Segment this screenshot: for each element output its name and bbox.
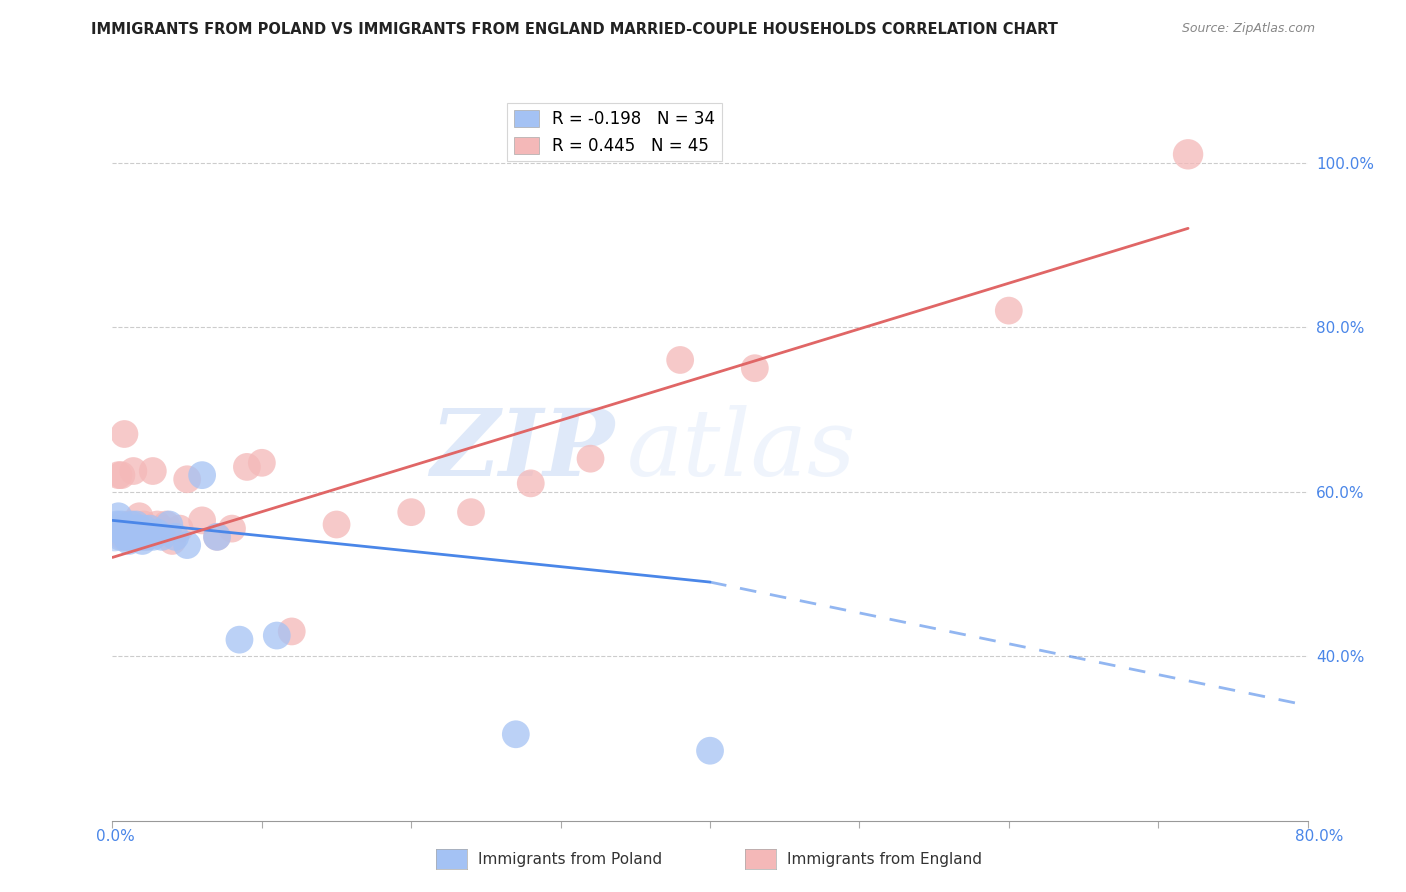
Point [139, 522, 162, 536]
Point [124, 530, 146, 544]
Point [114, 427, 135, 442]
Point [191, 468, 214, 483]
Point [117, 517, 139, 532]
Point [103, 530, 125, 544]
Point [117, 530, 139, 544]
Point [157, 517, 180, 532]
Point [107, 509, 129, 524]
Point [221, 522, 243, 536]
Point [111, 530, 134, 544]
Point [115, 530, 138, 544]
Point [103, 522, 125, 536]
Text: Immigrants from Poland: Immigrants from Poland [478, 853, 662, 867]
Point [134, 525, 156, 540]
Point [111, 522, 134, 536]
Point [998, 303, 1021, 318]
Point [135, 530, 157, 544]
Point [121, 517, 143, 532]
Point [105, 517, 128, 532]
Point [1177, 147, 1199, 161]
Point [118, 530, 141, 544]
Point [108, 530, 131, 544]
Point [129, 530, 152, 544]
Point [325, 517, 347, 532]
Point [128, 509, 150, 524]
Text: IMMIGRANTS FROM POLAND VS IMMIGRANTS FROM ENGLAND MARRIED-COUPLE HOUSEHOLDS CORR: IMMIGRANTS FROM POLAND VS IMMIGRANTS FRO… [91, 22, 1059, 37]
Point [150, 530, 173, 544]
Point [131, 522, 153, 536]
Text: Source: ZipAtlas.com: Source: ZipAtlas.com [1181, 22, 1315, 36]
Text: 0.0%: 0.0% [96, 830, 135, 844]
Point [115, 530, 138, 544]
Point [669, 353, 692, 368]
Point [165, 530, 187, 544]
Point [107, 468, 129, 483]
Point [128, 530, 150, 544]
Text: atlas: atlas [627, 406, 856, 495]
Point [114, 525, 135, 540]
Point [132, 517, 155, 532]
Point [401, 505, 423, 519]
Point [129, 525, 152, 540]
Point [155, 517, 177, 532]
Point [150, 522, 173, 536]
Point [132, 522, 155, 536]
Point [138, 525, 160, 540]
Point [110, 517, 132, 532]
Text: 80.0%: 80.0% [1295, 830, 1343, 844]
Point [266, 629, 288, 643]
Point [460, 505, 482, 519]
Point [104, 522, 127, 536]
Point [146, 525, 169, 540]
Point [142, 464, 165, 478]
Point [127, 522, 149, 536]
Point [228, 632, 250, 647]
Point [176, 538, 198, 552]
Point [124, 522, 146, 536]
Point [191, 513, 214, 527]
Point [205, 530, 228, 544]
Text: Immigrants from England: Immigrants from England [787, 853, 983, 867]
Point [120, 522, 142, 536]
Point [108, 525, 131, 540]
Point [146, 517, 169, 532]
Point [250, 456, 273, 470]
Point [110, 468, 132, 483]
Point [104, 522, 127, 536]
Point [139, 522, 162, 536]
Point [122, 530, 145, 544]
Point [125, 517, 148, 532]
Text: ZIP: ZIP [430, 406, 614, 495]
Point [169, 522, 191, 536]
Point [121, 522, 143, 536]
Point [699, 744, 721, 758]
Point [134, 530, 156, 544]
Point [120, 517, 142, 532]
Point [142, 530, 165, 544]
Point [205, 530, 228, 544]
Point [127, 530, 149, 544]
Point [162, 533, 183, 548]
Point [122, 464, 145, 478]
Point [579, 451, 602, 466]
Point [236, 459, 259, 474]
Point [125, 522, 148, 536]
Point [744, 361, 766, 376]
Point [505, 727, 527, 741]
Legend: R = -0.198   N = 34, R = 0.445   N = 45: R = -0.198 N = 34, R = 0.445 N = 45 [508, 103, 721, 161]
Point [281, 624, 304, 639]
Point [520, 476, 543, 491]
Point [118, 533, 141, 548]
Point [176, 472, 198, 486]
Point [131, 533, 153, 548]
